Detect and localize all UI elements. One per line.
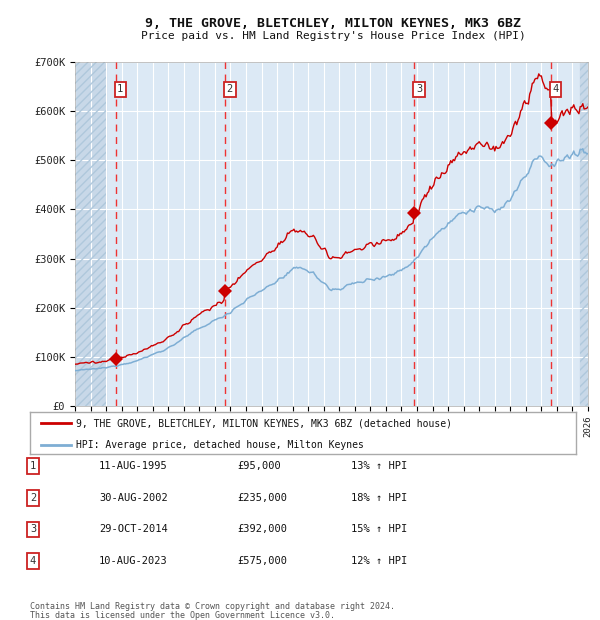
- Text: 3: 3: [416, 84, 422, 94]
- Text: £95,000: £95,000: [237, 461, 281, 471]
- Text: 11-AUG-1995: 11-AUG-1995: [99, 461, 168, 471]
- Text: 12% ↑ HPI: 12% ↑ HPI: [351, 556, 407, 566]
- Bar: [75, 62, 106, 406]
- Text: 4: 4: [553, 84, 559, 94]
- Text: This data is licensed under the Open Government Licence v3.0.: This data is licensed under the Open Gov…: [30, 611, 335, 619]
- Text: 30-AUG-2002: 30-AUG-2002: [99, 493, 168, 503]
- Text: 15% ↑ HPI: 15% ↑ HPI: [351, 525, 407, 534]
- Text: 2: 2: [227, 84, 233, 94]
- Text: 3: 3: [30, 525, 36, 534]
- Text: 29-OCT-2014: 29-OCT-2014: [99, 525, 168, 534]
- Text: 1: 1: [117, 84, 124, 94]
- Bar: [75, 62, 106, 406]
- Text: 4: 4: [30, 556, 36, 566]
- Text: 9, THE GROVE, BLETCHLEY, MILTON KEYNES, MK3 6BZ (detached house): 9, THE GROVE, BLETCHLEY, MILTON KEYNES, …: [76, 418, 452, 428]
- Text: £235,000: £235,000: [237, 493, 287, 503]
- Text: £392,000: £392,000: [237, 525, 287, 534]
- Bar: [580, 62, 588, 406]
- Text: 1: 1: [30, 461, 36, 471]
- Text: 13% ↑ HPI: 13% ↑ HPI: [351, 461, 407, 471]
- Text: 18% ↑ HPI: 18% ↑ HPI: [351, 493, 407, 503]
- Text: Price paid vs. HM Land Registry's House Price Index (HPI): Price paid vs. HM Land Registry's House …: [140, 31, 526, 41]
- Text: Contains HM Land Registry data © Crown copyright and database right 2024.: Contains HM Land Registry data © Crown c…: [30, 602, 395, 611]
- Text: £575,000: £575,000: [237, 556, 287, 566]
- Text: 10-AUG-2023: 10-AUG-2023: [99, 556, 168, 566]
- Bar: [580, 62, 588, 406]
- Text: 2: 2: [30, 493, 36, 503]
- Text: 9, THE GROVE, BLETCHLEY, MILTON KEYNES, MK3 6BZ: 9, THE GROVE, BLETCHLEY, MILTON KEYNES, …: [145, 17, 521, 30]
- Text: HPI: Average price, detached house, Milton Keynes: HPI: Average price, detached house, Milt…: [76, 440, 364, 450]
